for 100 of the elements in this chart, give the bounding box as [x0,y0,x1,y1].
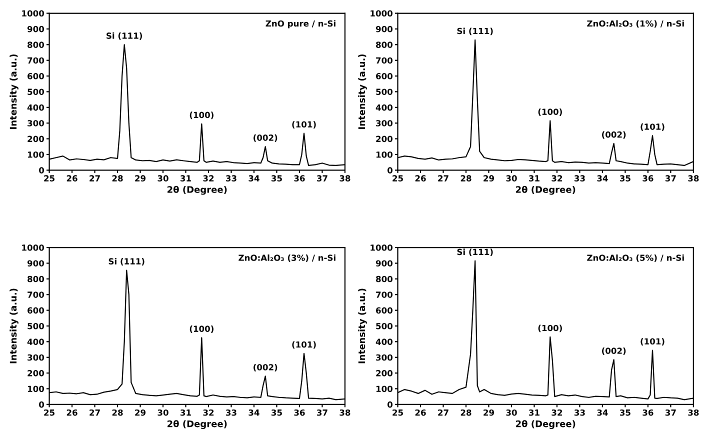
x-tick-label: 32 [203,409,214,416]
y-tick-label: 900 [376,260,392,266]
y-tick-label: 200 [376,136,392,142]
y-tick-label: 0 [39,401,44,408]
x-tick-label: 37 [316,409,328,416]
y-tick-label: 200 [28,370,44,376]
x-tick-label: 34 [597,175,608,182]
y-tick-label: 0 [39,167,44,174]
x-tick-label: 37 [665,175,676,182]
y-tick-label: 100 [376,386,392,392]
y-tick-label: 100 [376,151,392,158]
x-axis-title: 2θ (Degree) [516,186,576,195]
y-tick-label: 500 [28,322,44,330]
y-tick-label: 400 [376,104,392,111]
x-tick-label: 28 [460,175,472,182]
y-axis-title: Intensity (a.u.) [10,288,18,364]
y-tick-label: 1000 [22,10,44,17]
y-tick-label: 1000 [370,10,392,17]
x-tick-label: 25 [392,175,403,182]
x-tick-label: 38 [340,175,350,182]
y-tick-label: 400 [376,338,392,345]
x-tick-label: 35 [271,409,282,416]
y-tick-label: 600 [28,73,44,80]
y-tick-label: 800 [376,276,392,282]
y-tick-label: 600 [376,73,392,80]
x-tick-label: 31 [180,409,191,416]
annotation: Si (111) [106,32,142,40]
x-tick-label: 31 [528,175,540,182]
x-tick-label: 32 [203,175,214,182]
x-tick-label: 36 [294,175,305,182]
annotation: (100) [190,326,214,333]
annotation: (101) [292,341,316,349]
x-tick-label: 28 [460,409,472,416]
x-tick-label: 34 [597,409,608,416]
x-tick-label: 34 [248,409,260,416]
y-tick-label: 200 [376,370,392,376]
x-tick-label: 28 [112,409,123,416]
x-tick-label: 30 [158,409,168,416]
annotation: (002) [602,347,626,355]
y-tick-label: 400 [27,338,44,345]
annotation: (101) [640,123,664,131]
text: ZnO:Al₂O₃ (1%) / n-Si [587,20,684,28]
x-tick-label: 27 [90,409,100,416]
y-tick-label: 700 [376,57,392,64]
x-tick-label: 36 [642,175,654,182]
x-tick-label: 37 [665,409,676,416]
annotation: (101) [292,121,316,128]
y-tick-label: 600 [376,307,392,314]
y-tick-label: 300 [376,120,392,126]
x-tick-label: 26 [415,175,426,182]
y-tick-label: 800 [28,42,44,48]
y-tick-label: 500 [28,88,44,95]
y-tick-label: 900 [27,260,44,266]
y-tick-label: 200 [28,136,44,142]
x-tick-label: 27 [90,175,100,182]
x-axis-title: 2θ (Degree) [168,186,227,195]
x-tick-label: 33 [226,175,236,182]
x-tick-label: 26 [66,409,78,416]
y-axis-title: Intensity (a.u.) [358,288,367,364]
annotation: Si (111) [108,258,144,266]
x-tick-label: 38 [688,409,699,416]
y-tick-label: 700 [28,292,44,298]
y-tick-label: 900 [27,26,44,32]
y-tick-label: 600 [28,307,44,314]
y-tick-label: 500 [376,322,392,330]
x-tick-label: 31 [528,409,540,416]
y-tick-label: 100 [28,386,44,392]
x-tick-label: 27 [438,175,448,182]
x-tick-label: 30 [158,175,168,182]
x-tick-label: 29 [135,409,146,416]
annotation: (100) [190,112,214,120]
x-tick-label: 25 [44,175,54,182]
annotation: (100) [538,324,562,332]
y-tick-label: 500 [376,88,392,95]
y-axis-title: Intensity (a.u.) [10,54,18,129]
x-tick-label: 34 [248,175,260,182]
y-tick-label: 300 [376,354,392,361]
x-tick-label: 29 [135,175,146,182]
x-tick-label: 30 [506,409,517,416]
x-tick-label: 27 [438,409,448,416]
x-tick-label: 32 [552,409,562,416]
y-tick-label: 900 [376,26,392,32]
x-tick-label: 33 [574,409,585,416]
y-tick-label: 800 [28,276,44,282]
x-tick-label: 36 [294,409,305,416]
x-axis-title: 2θ (Degree) [516,420,576,430]
x-tick-label: 30 [506,175,517,182]
x-tick-label: 33 [226,409,236,416]
x-tick-label: 32 [552,175,562,182]
x-axis-title: 2θ (Degree) [168,420,227,430]
text: ZnO:Al₂O₃ (5%) / n-Si [587,254,684,262]
y-tick-label: 300 [28,120,44,126]
annotation: (002) [602,131,626,139]
x-tick-label: 36 [642,409,654,416]
x-tick-label: 31 [180,175,191,182]
y-tick-label: 800 [376,42,392,48]
x-tick-label: 25 [392,409,403,416]
y-tick-label: 1000 [370,244,392,251]
x-tick-label: 33 [574,175,585,182]
annotation: (002) [254,364,278,372]
